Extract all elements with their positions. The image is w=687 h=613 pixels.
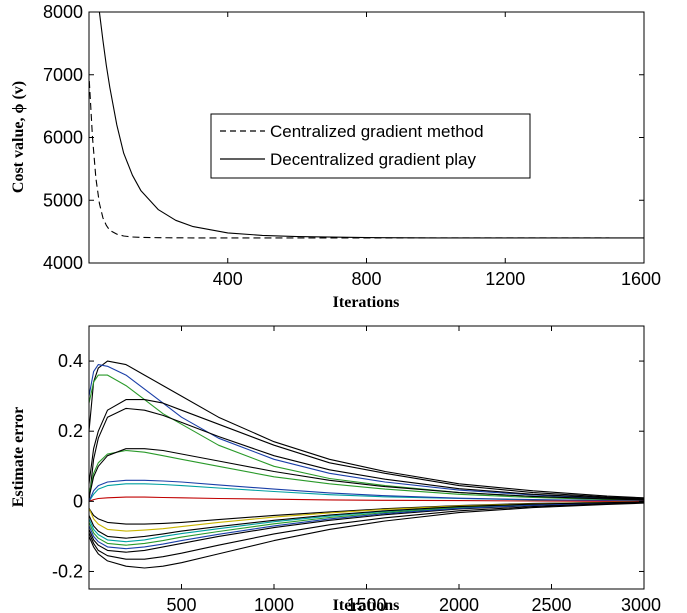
error-ytick-label-1: 0 [73,491,83,511]
cost-series-line-1 [98,11,644,239]
cost-ytick-label-0: 4000 [43,253,83,273]
error-xtick-label-3: 2000 [439,595,479,613]
error-series-line-17 [88,502,645,569]
cost-xtick-label-1: 800 [351,269,381,289]
error-series-line-8 [88,479,645,502]
cost-ticks: 400 800 1200 1600 4000 5000 6000 7000 8000 [43,2,661,289]
legend-box [210,113,531,179]
error-ytick-label-0: -0.2 [52,561,83,581]
error-series-line-5 [88,449,645,501]
cost-series-group [88,11,644,239]
error-series-line-12 [88,501,645,543]
cost-xtick-label-3: 1600 [621,269,661,289]
error-xtick-label-4: 2500 [531,595,571,613]
error-chart: 500 1000 1500 2000 2500 3000 -0.2 0 0.2 0.4 Itera… [10,325,661,613]
error-ytick-label-3: 0.4 [58,351,83,371]
error-series-line-18 [88,501,645,539]
error-ylabel: Estimate error [10,407,27,508]
cost-xtick-label-0: 400 [213,269,243,289]
error-series-line-16 [88,502,645,560]
cost-xtick-label-2: 1200 [485,269,525,289]
cost-ytick-label-3: 7000 [43,65,83,85]
cost-ylabel: Cost value, ϕ (v) [10,81,27,193]
error-series-group [88,360,645,569]
error-series-line-9 [88,496,644,502]
cost-ytick-label-1: 5000 [43,190,83,210]
error-xlabel: Iterations [333,597,400,613]
error-series-line-4 [88,407,645,502]
error-xtick-label-1: 1000 [254,595,294,613]
error-xtick-label-0: 500 [166,595,196,613]
error-xtick-label-2: 1500 [346,595,386,613]
error-series-line-0 [88,360,645,499]
error-series-line-1 [88,364,645,501]
error-xtick-label-5: 3000 [621,595,661,613]
cost-chart: 400 800 1200 1600 4000 5000 6000 7000 8000 Itera… [10,2,661,311]
error-series-line-15 [88,501,645,550]
error-ticks: 500 1000 1500 2000 2500 3000 -0.2 0 0.2 0.4 [52,326,661,613]
error-series-line-3 [88,399,645,500]
cost-xlabel: Iterations [333,294,400,311]
cost-legend: Centralized gradient method Decentralize… [210,113,531,179]
error-series-line-6 [88,448,645,501]
legend-label-centralized: Centralized gradient method [270,122,484,141]
cost-ytick-label-4: 8000 [43,2,83,22]
legend-label-decentralized: Decentralized gradient play [270,150,477,169]
cost-ytick-label-2: 6000 [43,128,83,148]
error-ytick-label-2: 0.2 [58,421,83,441]
